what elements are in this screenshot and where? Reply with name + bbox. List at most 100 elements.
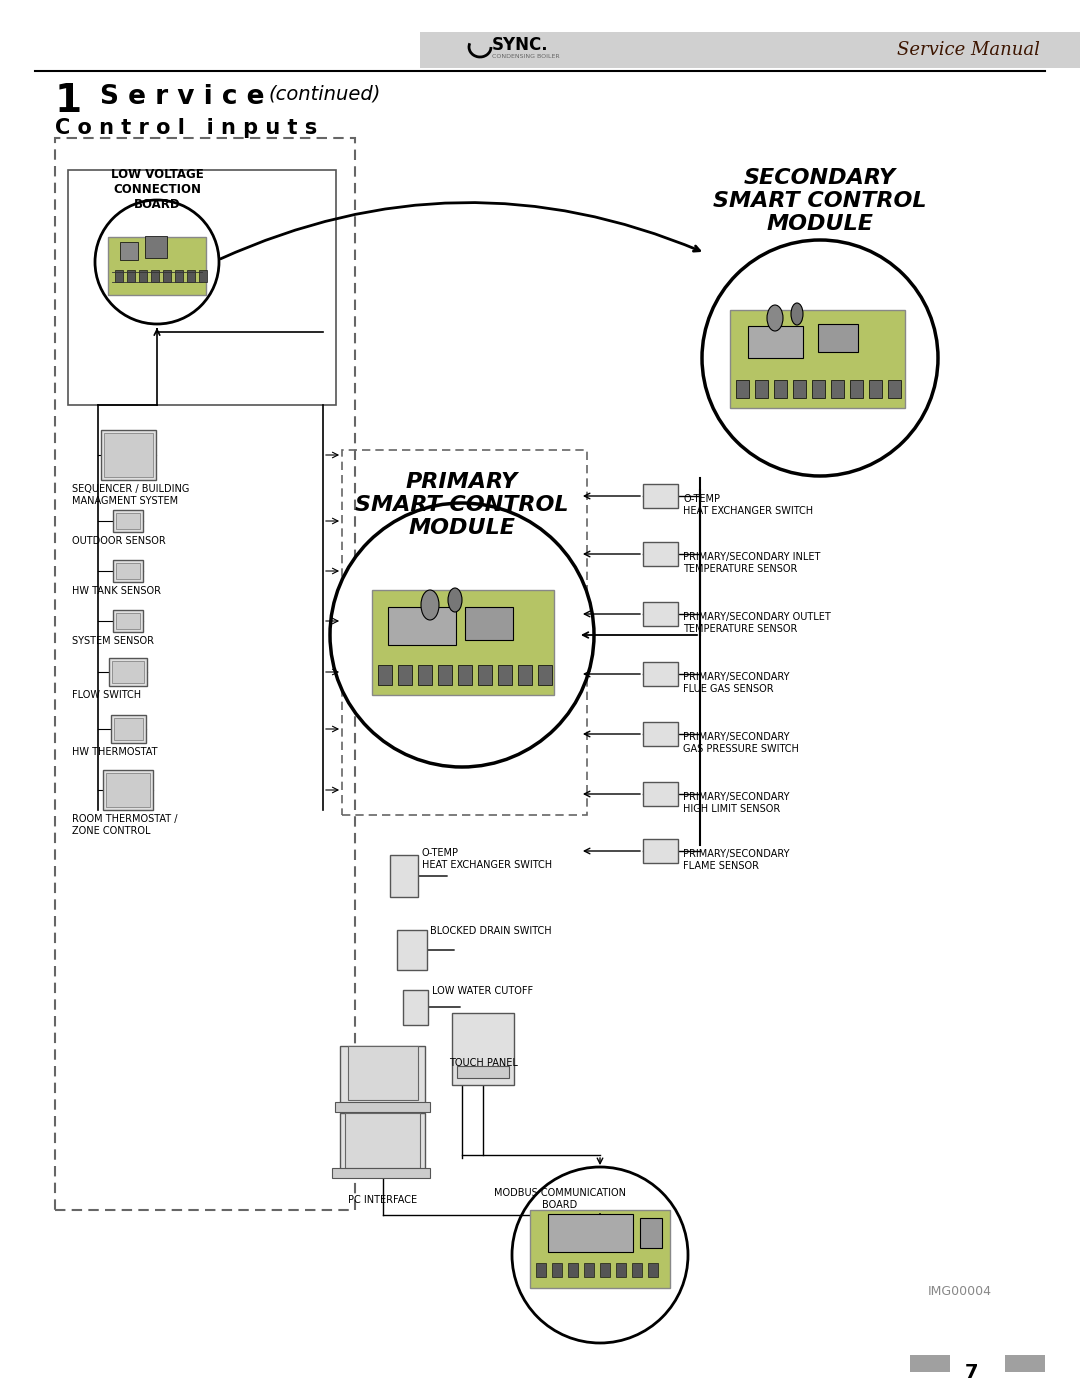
- Bar: [831, 380, 843, 398]
- Bar: [335, 1102, 430, 1112]
- Bar: [112, 661, 144, 683]
- Bar: [145, 236, 167, 258]
- Bar: [113, 510, 143, 532]
- Bar: [175, 270, 183, 282]
- Bar: [538, 665, 552, 685]
- Bar: [478, 665, 492, 685]
- Bar: [397, 930, 427, 970]
- Text: HW TANK SENSOR: HW TANK SENSOR: [72, 585, 161, 597]
- Text: PRIMARY/SECONDARY
FLUE GAS SENSOR: PRIMARY/SECONDARY FLUE GAS SENSOR: [683, 672, 789, 693]
- Bar: [888, 380, 901, 398]
- Bar: [104, 433, 153, 476]
- Bar: [108, 237, 206, 295]
- Text: TOUCH PANEL
INTERFACE: TOUCH PANEL INTERFACE: [448, 1058, 517, 1080]
- Text: PRIMARY/SECONDARY
FLAME SENSOR: PRIMARY/SECONDARY FLAME SENSOR: [683, 849, 789, 870]
- Text: PRIMARY
SMART CONTROL
MODULE: PRIMARY SMART CONTROL MODULE: [355, 472, 569, 538]
- Bar: [111, 715, 146, 743]
- Text: Service Manual: Service Manual: [897, 41, 1040, 59]
- Bar: [113, 610, 143, 631]
- Bar: [632, 1263, 642, 1277]
- Text: HW THERMOSTAT: HW THERMOSTAT: [72, 747, 158, 757]
- Bar: [643, 722, 678, 746]
- Ellipse shape: [791, 303, 804, 326]
- Bar: [910, 1355, 950, 1372]
- Text: O-TEMP
HEAT EXCHANGER SWITCH: O-TEMP HEAT EXCHANGER SWITCH: [683, 495, 813, 515]
- Bar: [850, 380, 863, 398]
- Ellipse shape: [421, 590, 438, 620]
- Text: MODBUS COMMUNICATION
BOARD: MODBUS COMMUNICATION BOARD: [494, 1187, 626, 1210]
- Text: C o n t r o l   i n p u t s: C o n t r o l i n p u t s: [55, 117, 318, 138]
- Text: TOUCH DISPLAY: TOUCH DISPLAY: [345, 1125, 422, 1134]
- Ellipse shape: [767, 305, 783, 331]
- Text: 1: 1: [55, 82, 82, 120]
- Text: FLOW SWITCH: FLOW SWITCH: [72, 690, 141, 700]
- Text: PRIMARY/SECONDARY
HIGH LIMIT SENSOR: PRIMARY/SECONDARY HIGH LIMIT SENSOR: [683, 792, 789, 813]
- Bar: [518, 665, 532, 685]
- Bar: [332, 1168, 430, 1178]
- Circle shape: [512, 1166, 688, 1343]
- Bar: [348, 1046, 418, 1099]
- Bar: [340, 1046, 426, 1108]
- Text: (continued): (continued): [268, 84, 380, 103]
- Bar: [774, 380, 787, 398]
- Bar: [600, 1263, 610, 1277]
- Bar: [643, 840, 678, 863]
- Bar: [498, 665, 512, 685]
- Bar: [735, 380, 750, 398]
- Bar: [120, 242, 138, 260]
- Text: PC INTERFACE: PC INTERFACE: [349, 1194, 418, 1206]
- Bar: [584, 1263, 594, 1277]
- Bar: [748, 326, 804, 358]
- Bar: [390, 855, 418, 897]
- Bar: [114, 718, 143, 740]
- Bar: [458, 665, 472, 685]
- Bar: [340, 1113, 426, 1175]
- Text: CONDENSING BOILER: CONDENSING BOILER: [492, 53, 559, 59]
- Bar: [114, 270, 123, 282]
- Bar: [453, 1013, 514, 1085]
- Text: IMG00004: IMG00004: [928, 1285, 993, 1298]
- Text: PRIMARY/SECONDARY OUTLET
TEMPERATURE SENSOR: PRIMARY/SECONDARY OUTLET TEMPERATURE SEN…: [683, 612, 831, 634]
- Text: SYNC.: SYNC.: [492, 36, 549, 54]
- Text: PRIMARY/SECONDARY INLET
TEMPERATURE SENSOR: PRIMARY/SECONDARY INLET TEMPERATURE SENS…: [683, 552, 821, 574]
- Bar: [643, 483, 678, 509]
- Text: LOW WATER CUTOFF: LOW WATER CUTOFF: [432, 986, 534, 996]
- Bar: [730, 310, 905, 408]
- Bar: [102, 430, 156, 481]
- Text: SYSTEM SENSOR: SYSTEM SENSOR: [72, 636, 154, 645]
- Bar: [643, 542, 678, 566]
- Bar: [640, 1218, 662, 1248]
- Bar: [106, 773, 150, 807]
- Text: S e r v i c e: S e r v i c e: [100, 84, 265, 110]
- Bar: [116, 613, 140, 629]
- Text: ROOM THERMOSTAT /
ZONE CONTROL: ROOM THERMOSTAT / ZONE CONTROL: [72, 814, 177, 835]
- Bar: [552, 1263, 562, 1277]
- Bar: [113, 560, 143, 583]
- Circle shape: [95, 200, 219, 324]
- Bar: [438, 665, 453, 685]
- Bar: [345, 1113, 420, 1168]
- Text: BLOCKED DRAIN SWITCH: BLOCKED DRAIN SWITCH: [430, 926, 552, 936]
- Bar: [648, 1263, 658, 1277]
- Bar: [530, 1210, 670, 1288]
- Bar: [388, 608, 456, 645]
- Bar: [109, 658, 147, 686]
- Bar: [818, 324, 858, 352]
- Bar: [869, 380, 882, 398]
- Text: OUTDOOR SENSOR: OUTDOOR SENSOR: [72, 536, 165, 546]
- Circle shape: [330, 503, 594, 767]
- Bar: [163, 270, 171, 282]
- Bar: [793, 380, 806, 398]
- Text: 7: 7: [966, 1363, 978, 1382]
- Bar: [812, 380, 825, 398]
- Bar: [755, 380, 768, 398]
- Bar: [1005, 1355, 1045, 1372]
- Bar: [418, 665, 432, 685]
- Bar: [548, 1214, 633, 1252]
- Text: PRIMARY/SECONDARY
GAS PRESSURE SWITCH: PRIMARY/SECONDARY GAS PRESSURE SWITCH: [683, 732, 799, 753]
- Bar: [536, 1263, 546, 1277]
- Bar: [151, 270, 159, 282]
- Text: SEQUENCER / BUILDING
MANAGMENT SYSTEM: SEQUENCER / BUILDING MANAGMENT SYSTEM: [72, 483, 189, 506]
- Bar: [103, 770, 153, 810]
- Bar: [568, 1263, 578, 1277]
